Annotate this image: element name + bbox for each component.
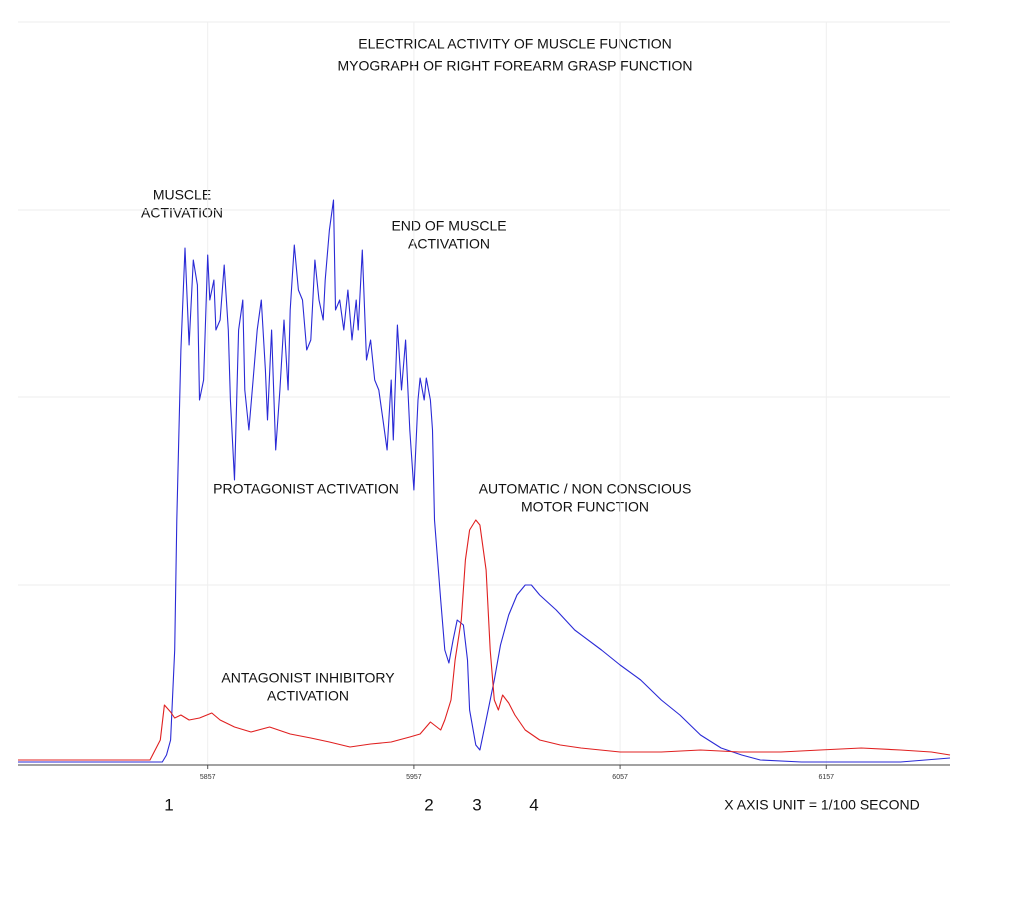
x-tick-label: 5957 bbox=[406, 774, 422, 781]
marker-label: 4 bbox=[529, 795, 538, 814]
annotation: ACTIVATION bbox=[141, 205, 223, 221]
marker-label: 1 bbox=[164, 795, 173, 814]
annotation: MUSCLE bbox=[153, 187, 211, 203]
line bbox=[18, 199, 951, 763]
annotation: ACTIVATION bbox=[267, 688, 349, 704]
line bbox=[18, 519, 951, 761]
x-axis-label: X AXIS UNIT = 1/100 SECOND bbox=[724, 797, 919, 813]
x-tick-label: 6157 bbox=[818, 774, 834, 781]
chart-title: ELECTRICAL ACTIVITY OF MUSCLE FUNCTION bbox=[358, 36, 672, 52]
annotation: PROTAGONIST ACTIVATION bbox=[213, 481, 399, 497]
annotation: ANTAGONIST INHIBITORY bbox=[221, 670, 395, 686]
marker-label: 2 bbox=[424, 795, 433, 814]
marker-label: 3 bbox=[472, 795, 481, 814]
annotation: END OF MUSCLE bbox=[391, 218, 506, 234]
annotation: MOTOR FUNCTION bbox=[521, 499, 649, 515]
chart-title: MYOGRAPH OF RIGHT FOREARM GRASP FUNCTION bbox=[338, 58, 693, 74]
annotation: ACTIVATION bbox=[408, 236, 490, 252]
x-tick-label: 5857 bbox=[200, 774, 216, 781]
annotation: AUTOMATIC / NON CONSCIOUS bbox=[479, 481, 692, 497]
x-tick-label: 6057 bbox=[612, 774, 628, 781]
